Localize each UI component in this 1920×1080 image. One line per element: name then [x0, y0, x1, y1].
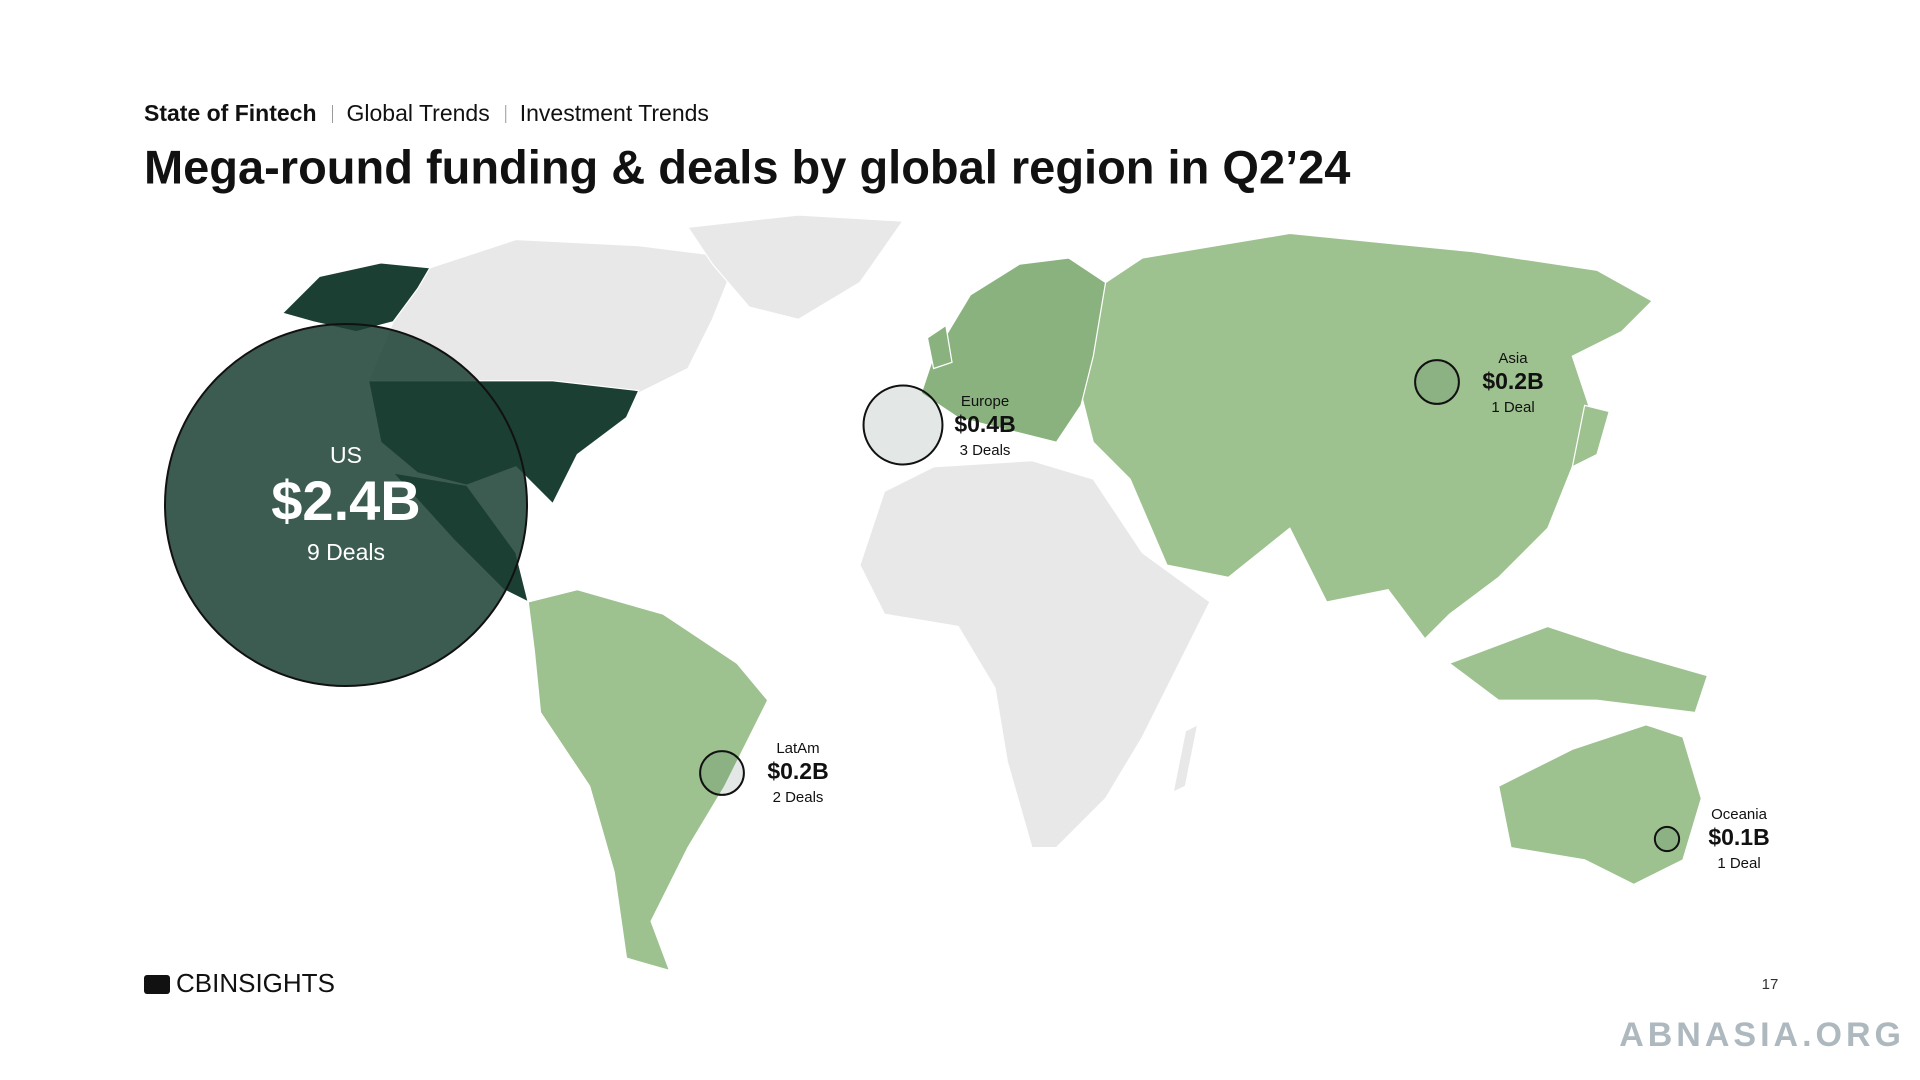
breadcrumb-item: Investment Trends [520, 100, 709, 126]
breadcrumb: State of Fintech Global Trends Investment … [144, 100, 709, 126]
breadcrumb-item: State of Fintech [144, 100, 317, 126]
uk [926, 324, 953, 370]
bubble [1414, 359, 1460, 405]
madagascar [1172, 723, 1199, 794]
bubble [1653, 825, 1681, 853]
watermark: ABNASIA.ORG [1619, 1016, 1905, 1054]
bubble [164, 323, 528, 687]
value-label: $2.4B [271, 469, 420, 532]
deals-label: 1 Deal [1717, 855, 1760, 872]
region-name: Oceania [1711, 806, 1768, 823]
south-america [527, 588, 769, 972]
southeast-asia [1448, 625, 1709, 714]
logo-icon [144, 975, 170, 994]
deals-label: 9 Deals [307, 539, 385, 565]
breadcrumb-item: Global Trends [347, 100, 490, 126]
greenland [686, 214, 905, 321]
region-name: US [330, 442, 362, 468]
deals-label: 1 Deal [1491, 399, 1534, 416]
region-name: LatAm [776, 740, 819, 757]
value-label: $0.4B [954, 411, 1015, 437]
chart-title: Mega-round funding & deals by global reg… [144, 140, 1350, 193]
value-label: $0.2B [1482, 368, 1543, 394]
value-label: $0.1B [1708, 824, 1769, 850]
asia [1068, 232, 1654, 640]
deals-label: 2 Deals [773, 789, 824, 806]
japan [1571, 404, 1610, 468]
page-number: 17 [1762, 976, 1779, 993]
value-label: $0.2B [767, 758, 828, 784]
region-name: Asia [1498, 350, 1528, 367]
australia [1497, 724, 1702, 886]
africa [859, 460, 1211, 849]
region-name: Europe [961, 393, 1009, 410]
europe [920, 257, 1107, 443]
deals-label: 3 Deals [960, 442, 1011, 459]
bubble [699, 750, 745, 796]
logo: CBINSIGHTS [176, 968, 335, 998]
bubble [862, 384, 944, 466]
